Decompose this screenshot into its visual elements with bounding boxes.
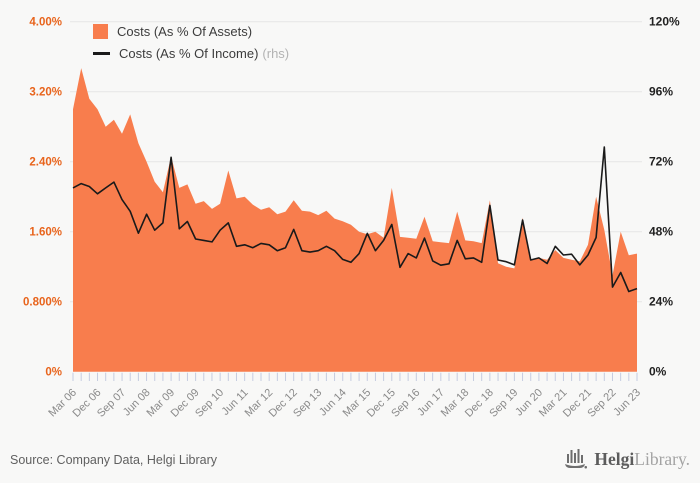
bar-chart-ship-icon [565,449,588,469]
income-line-series[interactable] [72,146,638,293]
right-axis-tick-label: 120% [649,15,680,29]
right-axis-tick-label: 24% [649,295,673,309]
logo-helgi-text: Helgi [594,448,635,469]
right-axis-tick-label: 96% [649,85,673,99]
helgi-library-logo[interactable]: HelgiLibrary. [564,446,690,472]
legend-item-assets[interactable]: Costs (As % Of Assets) [93,24,289,39]
source-note: Source: Company Data, Helgi Library [10,453,218,467]
x-axis-tick-label: Jun 23 [611,387,643,419]
left-axis-tick-label: 4.00% [29,17,62,29]
right-axis-tick-label: 0% [649,365,667,379]
legend-rhs-note: (rhs) [262,46,290,61]
left-axis-tick-label: 0.800% [23,297,62,309]
chart-legend: Costs (As % Of Assets) Costs (As % Of In… [93,24,289,61]
logo-text: HelgiLibrary. [594,449,690,470]
left-axis-tick-label: 0% [45,367,62,379]
income-series-line-icon [93,52,110,55]
right-axis-tick-label: 72% [649,155,673,169]
legend-item-income[interactable]: Costs (As % Of Income) (rhs) [93,46,289,61]
costs-chart: 4.00% 3.20% 2.40% 1.60% 0.800% 0% 120% 96% 72% 48… [23,15,680,420]
logo-library-text: Library. [634,448,690,469]
right-axis-tick-label: 48% [649,225,673,239]
left-axis-tick-label: 2.40% [29,157,62,169]
legend-label-income: Costs (As % Of Income) (rhs) [119,46,290,61]
left-axis-tick-label: 3.20% [29,87,62,99]
assets-series-swatch-icon [93,24,108,39]
left-axis-tick-label: 1.60% [29,227,62,239]
assets-area-series[interactable] [73,68,637,372]
legend-label-assets: Costs (As % Of Assets) [117,24,253,39]
